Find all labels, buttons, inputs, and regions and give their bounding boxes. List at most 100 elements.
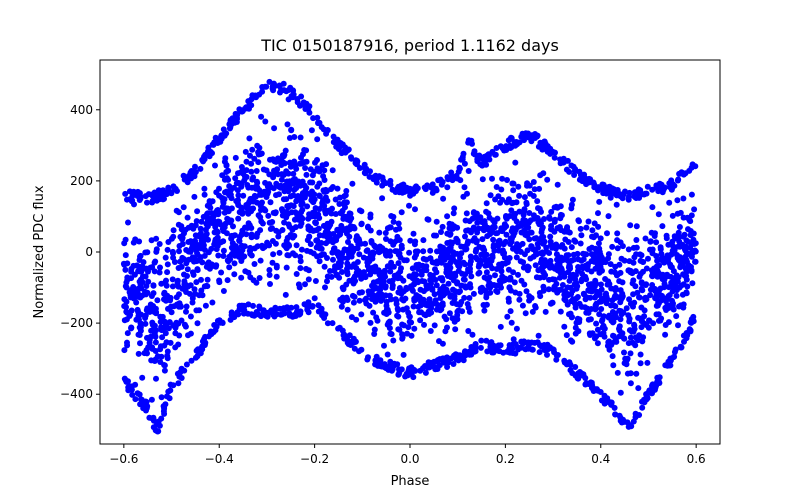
data-point bbox=[637, 187, 644, 194]
data-point bbox=[522, 229, 529, 236]
data-point bbox=[459, 308, 466, 315]
data-point bbox=[367, 168, 373, 175]
data-point bbox=[242, 148, 249, 155]
data-point bbox=[475, 270, 482, 277]
data-point bbox=[477, 261, 484, 268]
data-point bbox=[432, 266, 438, 273]
data-point bbox=[348, 314, 355, 321]
data-point bbox=[204, 276, 211, 283]
data-point bbox=[388, 331, 395, 338]
data-point bbox=[484, 233, 491, 240]
data-point bbox=[457, 255, 463, 261]
data-point bbox=[530, 193, 537, 199]
data-point bbox=[128, 324, 135, 331]
data-point bbox=[318, 240, 325, 246]
data-point bbox=[504, 177, 510, 183]
data-point bbox=[140, 404, 147, 411]
data-point bbox=[639, 287, 646, 294]
data-point bbox=[351, 245, 358, 252]
data-point bbox=[523, 199, 530, 206]
data-point bbox=[643, 296, 650, 303]
data-point bbox=[358, 346, 365, 353]
data-point bbox=[193, 307, 200, 314]
data-point bbox=[220, 200, 227, 206]
data-point bbox=[519, 240, 526, 247]
data-point bbox=[298, 246, 305, 253]
data-point bbox=[618, 308, 624, 315]
data-point bbox=[568, 274, 575, 281]
data-point bbox=[122, 190, 129, 197]
data-point bbox=[599, 259, 606, 266]
data-point bbox=[289, 234, 296, 241]
data-point bbox=[209, 198, 216, 205]
data-point bbox=[168, 235, 175, 242]
data-point bbox=[491, 247, 498, 254]
data-point bbox=[343, 188, 350, 194]
data-point bbox=[129, 197, 136, 204]
data-point bbox=[177, 302, 184, 309]
data-point bbox=[328, 218, 335, 225]
data-point bbox=[609, 190, 616, 197]
data-point bbox=[327, 268, 333, 274]
data-point bbox=[535, 267, 542, 274]
data-point bbox=[491, 219, 498, 226]
data-point bbox=[477, 344, 484, 351]
data-point bbox=[339, 269, 345, 275]
data-point bbox=[553, 251, 560, 258]
data-point bbox=[215, 252, 222, 259]
data-point bbox=[352, 278, 359, 284]
data-point bbox=[582, 304, 588, 311]
data-point bbox=[525, 224, 532, 231]
data-point bbox=[164, 261, 171, 268]
data-point bbox=[513, 325, 520, 332]
data-point bbox=[309, 198, 316, 205]
data-point bbox=[683, 276, 690, 283]
data-point bbox=[406, 313, 413, 320]
data-point bbox=[132, 396, 139, 403]
data-point bbox=[184, 214, 191, 221]
data-point bbox=[190, 225, 197, 232]
data-point bbox=[339, 327, 346, 334]
data-point bbox=[508, 319, 515, 326]
data-point bbox=[564, 290, 570, 297]
data-point bbox=[330, 247, 337, 254]
x-tick-label: 0.2 bbox=[496, 452, 515, 466]
data-point bbox=[181, 278, 188, 285]
data-point bbox=[438, 246, 445, 253]
data-point bbox=[546, 214, 553, 221]
data-point bbox=[201, 283, 208, 290]
data-point bbox=[681, 338, 687, 345]
data-point bbox=[294, 96, 301, 102]
data-point bbox=[676, 238, 683, 245]
data-point bbox=[636, 412, 643, 418]
data-point bbox=[136, 278, 143, 285]
data-point bbox=[609, 309, 616, 315]
data-point bbox=[483, 208, 490, 215]
data-point bbox=[248, 252, 255, 259]
data-point bbox=[540, 269, 547, 276]
data-point bbox=[389, 285, 396, 291]
data-point bbox=[618, 255, 625, 262]
data-point bbox=[429, 183, 436, 190]
data-point bbox=[288, 93, 295, 100]
data-point bbox=[481, 218, 488, 225]
data-point bbox=[315, 120, 322, 127]
data-point bbox=[510, 187, 517, 194]
data-point bbox=[274, 166, 281, 173]
data-point bbox=[416, 309, 423, 316]
data-point bbox=[409, 287, 416, 294]
data-point bbox=[450, 210, 457, 217]
data-point bbox=[623, 305, 630, 312]
data-point bbox=[159, 334, 166, 341]
data-point bbox=[292, 252, 299, 259]
data-point bbox=[376, 277, 382, 284]
data-point bbox=[439, 178, 446, 185]
data-point bbox=[287, 163, 294, 170]
data-point bbox=[495, 342, 502, 349]
data-point bbox=[540, 283, 547, 290]
data-point bbox=[286, 223, 293, 230]
data-point bbox=[479, 245, 486, 252]
data-point bbox=[281, 151, 288, 158]
data-point bbox=[183, 308, 189, 315]
data-point bbox=[320, 173, 327, 180]
